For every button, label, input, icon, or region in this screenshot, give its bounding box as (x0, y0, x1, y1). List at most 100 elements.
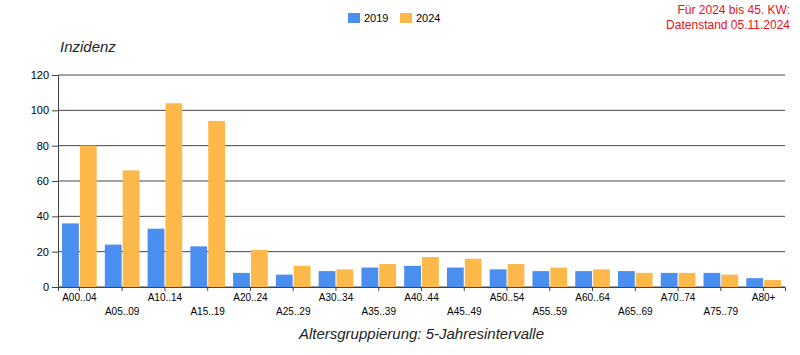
x-tick-mark (378, 287, 379, 291)
x-tick: A45..49 (447, 287, 482, 317)
x-tick: A30..34 (319, 287, 354, 303)
legend-swatch (348, 13, 360, 23)
x-tick-mark (207, 287, 208, 291)
x-tick-label: A20..24 (233, 292, 268, 303)
bar (508, 264, 525, 287)
bars (62, 103, 781, 287)
x-tick: A15..19 (190, 287, 225, 317)
x-tick-label: A60..64 (575, 292, 610, 303)
bar (80, 146, 97, 287)
x-tick-label: A15..19 (190, 306, 225, 317)
legend: 2019 2024 (348, 12, 440, 24)
legend-label: 2019 (364, 12, 388, 24)
x-tick: A70..74 (661, 287, 696, 303)
x-tick: A60..64 (575, 287, 610, 303)
y-tick-label: 60 (37, 175, 49, 187)
bar (276, 275, 293, 287)
y-axis-line (58, 76, 59, 288)
y-tick-mark (52, 252, 58, 253)
x-tick-mark (421, 287, 422, 291)
bar (233, 273, 250, 287)
x-tick: A65..69 (618, 287, 653, 317)
x-tick-label: A75..79 (704, 306, 739, 317)
x-tick-label: A25..29 (276, 306, 311, 317)
x-tick-mark (592, 287, 593, 291)
bar (490, 269, 507, 287)
y-tick-mark (52, 75, 58, 76)
x-axis-title: Altersgruppierung: 5-Jahresintervalle (298, 325, 544, 342)
bar (447, 268, 464, 287)
bar (319, 271, 336, 287)
y-tick: 80 (37, 140, 58, 152)
x-tick: A55..59 (533, 287, 568, 317)
bar (148, 229, 165, 287)
x-tick-label: A00..04 (62, 292, 97, 303)
x-tick-mark (763, 287, 764, 291)
y-tick: 120 (31, 69, 58, 81)
bar (575, 271, 592, 287)
bar (764, 280, 781, 287)
x-tick-mark (79, 287, 80, 291)
x-tick-mark (678, 287, 679, 291)
bar (251, 250, 268, 287)
bar (422, 257, 439, 287)
x-tick: A35..39 (361, 287, 396, 317)
x-tick-label: A80+ (752, 292, 776, 303)
series (80, 103, 781, 287)
x-tick-label: A10..14 (148, 292, 183, 303)
bar (361, 268, 378, 287)
x-tick: A00..04 (62, 287, 97, 303)
grid (58, 75, 785, 287)
y-tick-label: 120 (31, 69, 49, 81)
grid-line (58, 75, 785, 76)
y-tick-label: 20 (37, 246, 49, 258)
y-tick-mark (52, 110, 58, 111)
x-tick-label: A05..09 (105, 306, 140, 317)
y-tick-label: 100 (31, 104, 49, 116)
legend-swatch (400, 13, 412, 23)
bar (62, 223, 79, 287)
bar (337, 269, 354, 287)
x-tick-mark (250, 287, 251, 291)
x-tick-mark (164, 287, 165, 291)
x-tick-label: A35..39 (361, 306, 396, 317)
x-tick-mark (464, 287, 465, 291)
x-tick: A50..54 (490, 287, 525, 303)
x-tick: A75..79 (704, 287, 739, 317)
x-axis: A00..04 A05..09 A10..14 A15..19 A20..24 A25..… (59, 287, 786, 317)
legend-item: 2019 (348, 12, 388, 24)
x-tick-label: A50..54 (490, 292, 525, 303)
bar (636, 273, 653, 287)
x-tick-mark (507, 287, 508, 291)
x-tick-label: A40..44 (404, 292, 439, 303)
plot: 0 20 40 60 80 100 120 A00..04 A05..09 A10..14 A15.… (31, 69, 786, 317)
x-tick: A10..14 (148, 287, 183, 303)
y-axis: 0 20 40 60 80 100 120 (31, 69, 59, 293)
x-tick: A05..09 (105, 287, 140, 317)
x-tick-label: A65..69 (618, 306, 653, 317)
legend-label: 2024 (416, 12, 440, 24)
bar (550, 268, 567, 287)
y-tick-label: 0 (43, 281, 49, 293)
bar (721, 275, 738, 287)
y-tick: 0 (43, 281, 58, 293)
y-tick: 40 (37, 210, 58, 222)
x-tick: A25..29 (276, 287, 311, 317)
y-tick-mark (52, 216, 58, 217)
y-tick-label: 40 (37, 210, 49, 222)
x-tick-mark (635, 287, 636, 291)
x-tick-label: A55..59 (533, 306, 568, 317)
bar (404, 266, 421, 287)
x-tick: A40..44 (404, 287, 439, 303)
y-tick-mark (52, 287, 58, 288)
bar (593, 269, 610, 287)
bar (704, 273, 721, 287)
bar (190, 246, 207, 287)
bar (123, 170, 140, 287)
bar (746, 278, 763, 287)
x-tick: A20..24 (233, 287, 268, 303)
x-tick-label: A45..49 (447, 306, 482, 317)
y-tick: 60 (37, 175, 58, 187)
y-tick-mark (52, 146, 58, 147)
bar (465, 259, 482, 287)
